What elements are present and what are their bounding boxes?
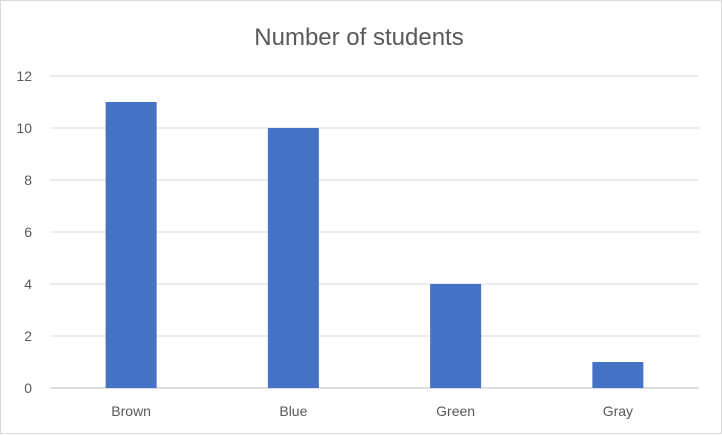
bars: [105, 102, 644, 388]
bar-blue: [267, 128, 319, 388]
bar-gray: [592, 362, 644, 388]
gridlines: [50, 75, 699, 389]
y-tick-label: 4: [24, 276, 32, 292]
y-tick-label: 0: [24, 380, 32, 396]
y-axis-ticks: 0 2 4 6 8 10 12: [16, 68, 32, 396]
x-axis-categories: Brown Blue Green Gray: [111, 403, 633, 419]
bar-brown: [105, 102, 157, 388]
y-tick-label: 10: [16, 120, 32, 136]
y-tick-label: 12: [16, 68, 32, 84]
category-label-blue: Blue: [279, 403, 307, 419]
y-tick-label: 6: [24, 224, 32, 240]
category-label-gray: Gray: [603, 403, 633, 419]
category-label-brown: Brown: [111, 403, 151, 419]
y-tick-label: 8: [24, 172, 32, 188]
category-label-green: Green: [436, 403, 475, 419]
bar-green: [430, 284, 482, 388]
y-tick-label: 2: [24, 328, 32, 344]
chart-title: Number of students: [254, 24, 463, 51]
